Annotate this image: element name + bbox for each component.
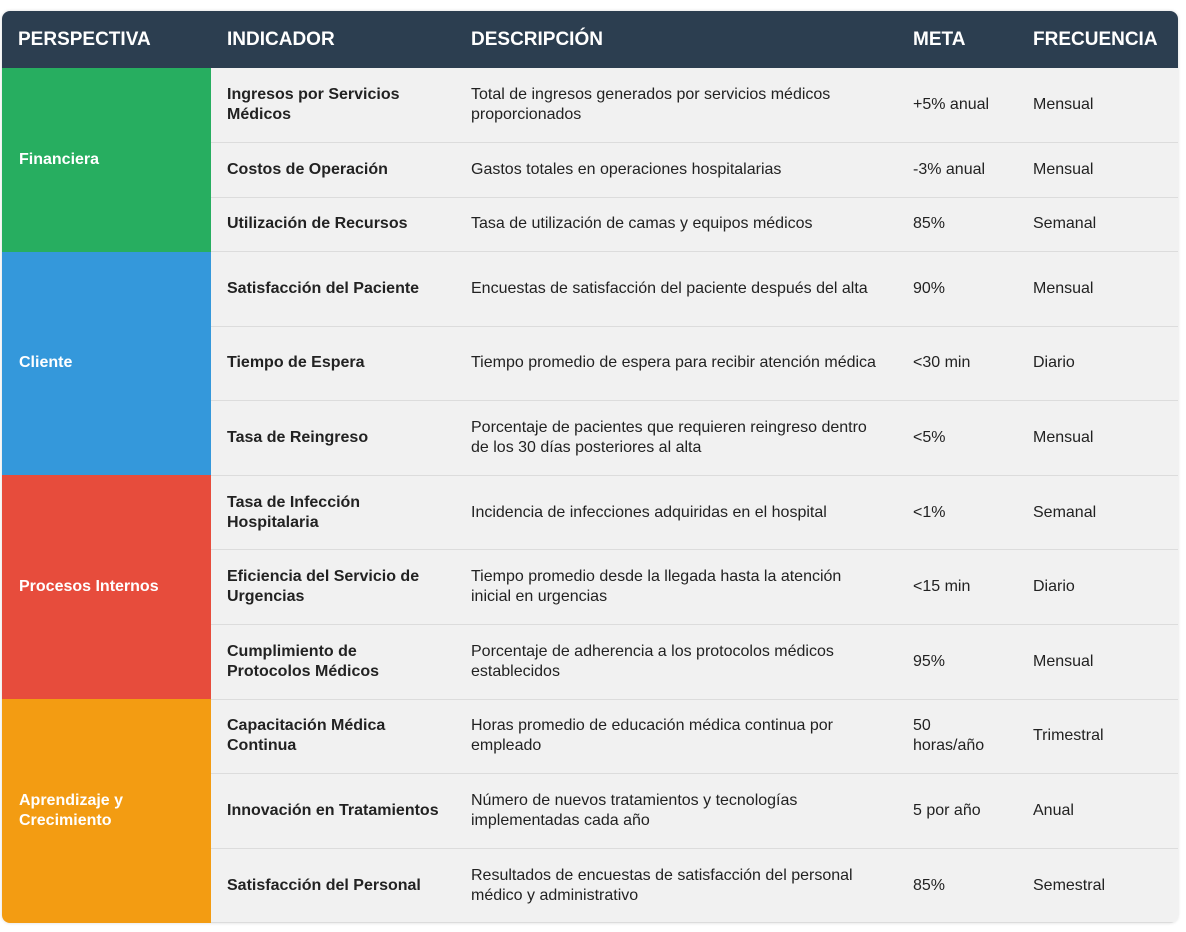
indicator-cell: Costos de Operación	[211, 142, 455, 198]
indicator-cell: Utilización de Recursos	[211, 197, 455, 253]
indicator-cell: Tiempo de Espera	[211, 326, 455, 402]
target-cell: -3% anual	[897, 142, 1017, 198]
perspective-cell: Aprendizaje y Crecimiento	[2, 699, 211, 923]
perspective-cell: Procesos Internos	[2, 475, 211, 700]
table-row: Costos de Operación Gastos totales en ope…	[2, 142, 1178, 198]
table-row: Utilización de Recursos Tasa de utilizaci…	[2, 197, 1178, 253]
kpi-table: PERSPECTIVA INDICADOR DESCRIPCIÓN META FRECU…	[2, 11, 1178, 924]
description-cell: Gastos totales en operaciones hospitalar…	[455, 142, 897, 198]
indicator-cell: Ingresos por Servicios Médicos	[211, 68, 455, 144]
table-row: Aprendizaje y Crecimiento Capacitación Mé…	[2, 699, 1178, 923]
frequency-cell: Mensual	[1017, 251, 1178, 327]
target-cell: <15 min	[897, 549, 1017, 626]
table-row: Tiempo de Espera Tiempo promedio de esper…	[2, 326, 1178, 402]
column-header: META	[897, 11, 1017, 68]
description-cell: Tiempo promedio desde la llegada hasta l…	[455, 549, 897, 626]
frequency-cell: Mensual	[1017, 68, 1178, 144]
description-cell: Resultados de encuestas de satisfacción …	[455, 848, 897, 924]
indicator-cell: Eficiencia del Servicio de Urgencias	[211, 549, 455, 626]
description-cell: Encuestas de satisfacción del paciente d…	[455, 251, 897, 327]
indicator-cell: Capacitación Médica Continua	[211, 699, 455, 775]
column-header: INDICADOR	[211, 11, 455, 68]
frequency-cell: Diario	[1017, 326, 1178, 402]
indicator-cell: Tasa de Reingreso	[211, 400, 455, 476]
table-row: Financiera Ingresos por Servicios Médicos…	[2, 68, 1178, 252]
table-row: Satisfacción del Personal Resultados de e…	[2, 848, 1178, 924]
indicator-cell: Cumplimiento de Protocolos Médicos	[211, 624, 455, 700]
table-row: Cumplimiento de Protocolos Médicos Porcen…	[2, 624, 1178, 700]
table-row: Procesos Internos Tasa de Infección Hospi…	[2, 475, 1178, 700]
target-cell: 85%	[897, 848, 1017, 924]
target-cell: 95%	[897, 624, 1017, 700]
frequency-cell: Semanal	[1017, 475, 1178, 551]
frequency-cell: Mensual	[1017, 400, 1178, 476]
target-cell: +5% anual	[897, 68, 1017, 144]
description-cell: Total de ingresos generados por servicio…	[455, 68, 897, 144]
table-body: Financiera Ingresos por Servicios Médicos…	[2, 68, 1178, 924]
target-cell: <1%	[897, 475, 1017, 551]
table-row: Eficiencia del Servicio de Urgencias Tiem…	[2, 549, 1178, 626]
frequency-cell: Semanal	[1017, 197, 1178, 253]
indicator-cell: Innovación en Tratamientos	[211, 773, 455, 849]
header-row: PERSPECTIVA INDICADOR DESCRIPCIÓN META FRECU…	[2, 11, 1178, 68]
column-header: FRECUENCIA	[1017, 11, 1178, 68]
description-cell: Incidencia de infecciones adquiridas en …	[455, 475, 897, 551]
indicator-cell: Tasa de Infección Hospitalaria	[211, 475, 455, 551]
frequency-cell: Anual	[1017, 773, 1178, 849]
description-cell: Horas promedio de educación médica conti…	[455, 699, 897, 775]
frequency-cell: Trimestral	[1017, 699, 1178, 775]
description-cell: Tasa de utilización de camas y equipos m…	[455, 197, 897, 253]
perspective-cell: Financiera	[2, 68, 211, 252]
indicator-cell: Satisfacción del Paciente	[211, 251, 455, 327]
description-cell: Porcentaje de adherencia a los protocolo…	[455, 624, 897, 700]
target-cell: 85%	[897, 197, 1017, 253]
table-row: Innovación en Tratamientos Número de nuev…	[2, 773, 1178, 849]
perspective-cell: Cliente	[2, 251, 211, 476]
target-cell: 5 por año	[897, 773, 1017, 849]
target-cell: <30 min	[897, 326, 1017, 402]
table-row: Tasa de Reingreso Porcentaje de pacientes…	[2, 400, 1178, 476]
frequency-cell: Mensual	[1017, 624, 1178, 700]
description-cell: Número de nuevos tratamientos y tecnolog…	[455, 773, 897, 849]
target-cell: 90%	[897, 251, 1017, 327]
target-cell: 50 horas/año	[897, 699, 1017, 775]
frequency-cell: Semestral	[1017, 848, 1178, 924]
description-cell: Tiempo promedio de espera para recibir a…	[455, 326, 897, 402]
indicator-cell: Satisfacción del Personal	[211, 848, 455, 924]
frequency-cell: Mensual	[1017, 142, 1178, 198]
frequency-cell: Diario	[1017, 549, 1178, 626]
column-header: PERSPECTIVA	[2, 11, 211, 68]
target-cell: <5%	[897, 400, 1017, 476]
column-header: DESCRIPCIÓN	[455, 11, 897, 68]
kpi-table-container: PERSPECTIVA INDICADOR DESCRIPCIÓN META FRECU…	[2, 11, 1178, 924]
description-cell: Porcentaje de pacientes que requieren re…	[455, 400, 897, 476]
table-row: Cliente Satisfacción del Paciente Encuesta…	[2, 251, 1178, 476]
